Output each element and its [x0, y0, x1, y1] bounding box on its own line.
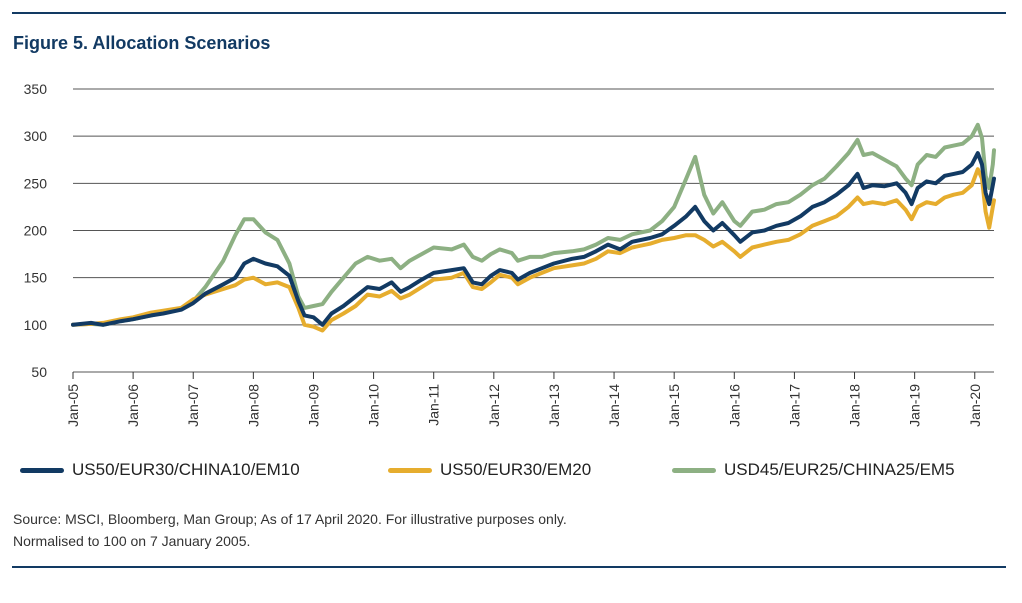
y-tick-label: 200: [24, 223, 48, 239]
x-tick-label: Jan-05: [65, 384, 81, 427]
x-tick-label: Jan-15: [666, 384, 682, 427]
x-tick-label: Jan-18: [847, 384, 863, 427]
normalisation-note: Normalised to 100 on 7 January 2005.: [13, 533, 251, 549]
x-tick-label: Jan-06: [125, 384, 141, 427]
series-line-3: [71, 122, 996, 327]
x-tick-label: Jan-10: [366, 384, 382, 427]
x-tick-label: Jan-07: [185, 384, 201, 427]
y-tick-label: 350: [24, 81, 48, 97]
y-tick-label: 150: [24, 270, 48, 286]
y-tick-label: 300: [24, 128, 48, 144]
y-tick-label: 100: [24, 317, 48, 333]
chart-legend: US50/EUR30/CHINA10/EM10 US50/EUR30/EM20 …: [20, 460, 1010, 484]
legend-item-series-2: US50/EUR30/EM20: [388, 460, 591, 480]
x-tick-label: Jan-14: [606, 384, 622, 427]
legend-swatch-series-3: [672, 467, 716, 473]
x-tick-label: Jan-20: [967, 384, 983, 427]
legend-item-series-1: US50/EUR30/CHINA10/EM10: [20, 460, 300, 480]
x-tick-label: Jan-09: [305, 384, 321, 427]
legend-label-series-3: USD45/EUR25/CHINA25/EM5: [724, 460, 955, 479]
x-tick-label: Jan-11: [426, 384, 442, 426]
x-tick-label: Jan-17: [786, 384, 802, 427]
bottom-divider: [12, 566, 1006, 568]
line-chart: 50 100 150 200 250 300 350 Jan-05 Jan-06 Jan-07 Ja…: [24, 81, 996, 427]
x-tick-label: Jan-19: [907, 384, 923, 427]
y-tick-label: 250: [24, 175, 48, 191]
top-divider: [12, 12, 1006, 14]
source-note: Source: MSCI, Bloomberg, Man Group; As o…: [13, 511, 567, 527]
x-tick-label: Jan-16: [726, 384, 742, 427]
x-tick-label: Jan-12: [486, 384, 502, 427]
legend-swatch-series-2: [388, 467, 432, 473]
x-tick-label: Jan-08: [245, 384, 261, 427]
x-tick-label: Jan-13: [546, 384, 562, 427]
legend-swatch-series-1: [20, 467, 64, 473]
legend-label-series-1: US50/EUR30/CHINA10/EM10: [72, 460, 300, 479]
series-line-2: [71, 167, 996, 333]
series-line-1: [71, 151, 996, 327]
legend-label-series-2: US50/EUR30/EM20: [440, 460, 592, 479]
figure-title: Figure 5. Allocation Scenarios: [13, 33, 271, 53]
y-tick-label: 50: [31, 364, 47, 380]
legend-item-series-3: USD45/EUR25/CHINA25/EM5: [672, 460, 955, 480]
